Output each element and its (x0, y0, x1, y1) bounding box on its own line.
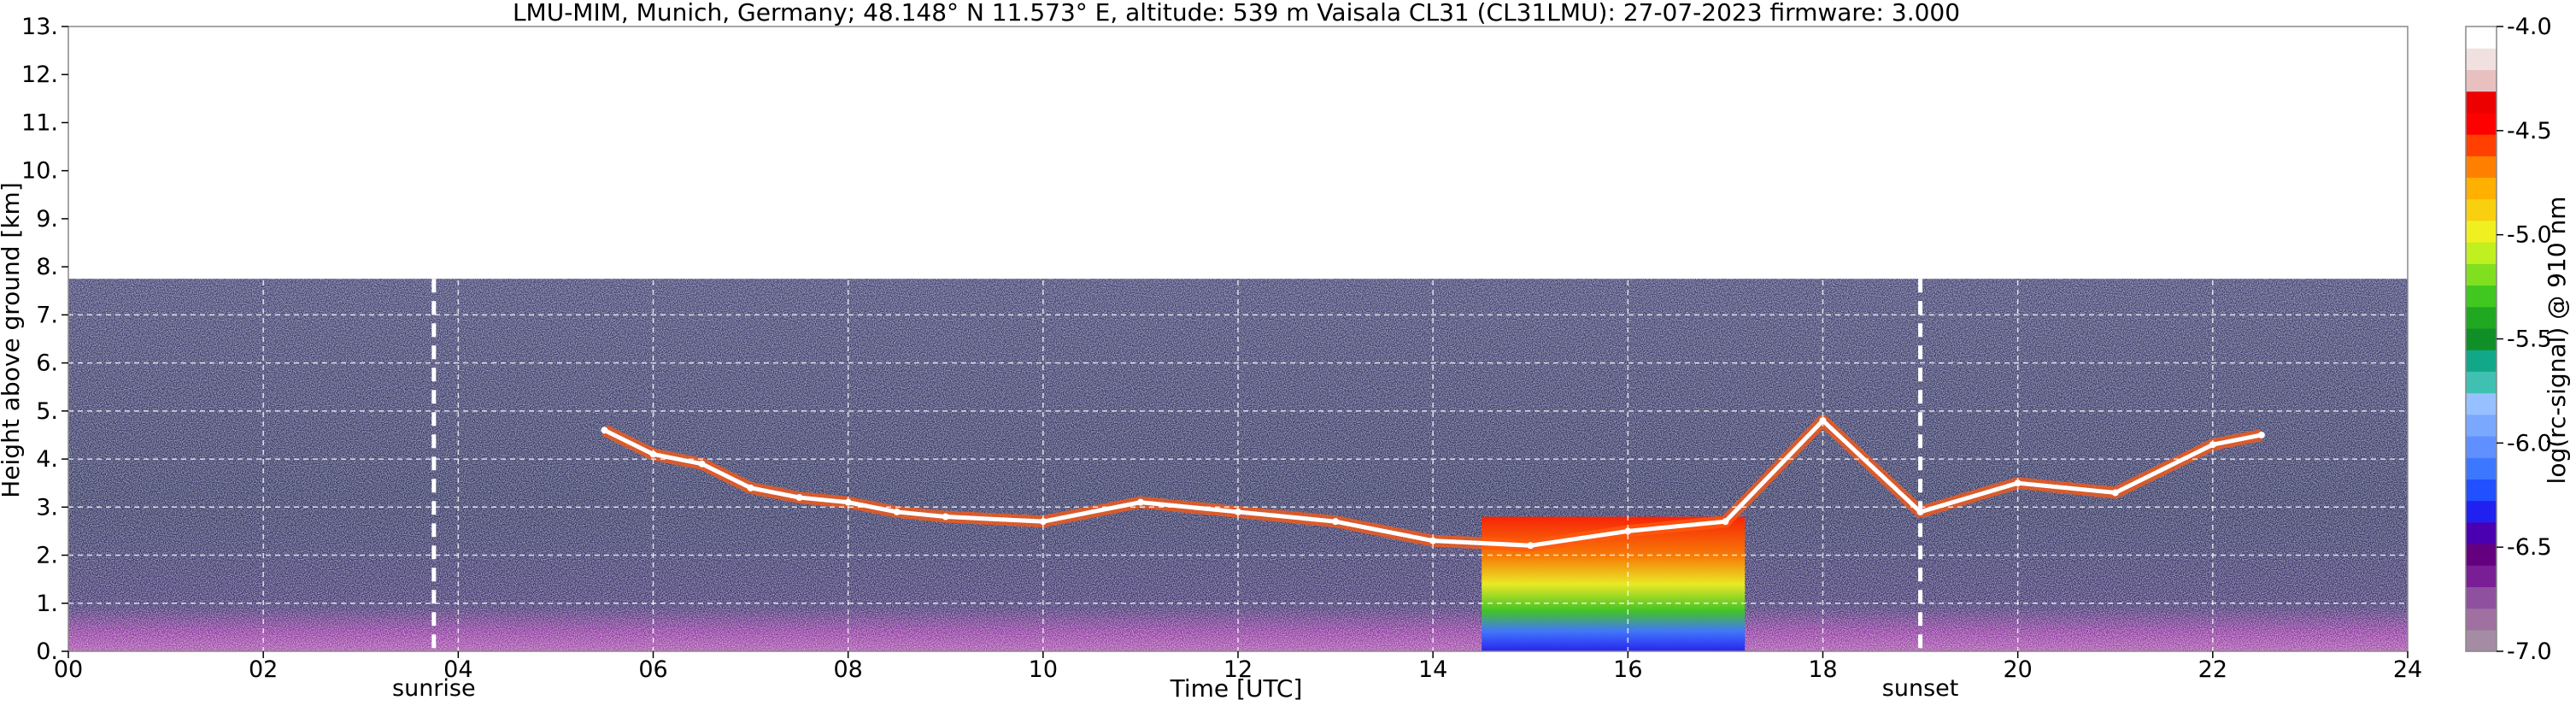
colorbar-tick-3: -5.5 (2507, 327, 2552, 353)
cloud-point-12 (1429, 537, 1437, 544)
colorbar-segment-10 (2466, 414, 2497, 437)
colorbar-segment-25 (2466, 91, 2497, 114)
x-tick-12: 24 (2393, 656, 2422, 683)
colorbar-segment-0 (2466, 629, 2497, 652)
y-axis-label: Height above ground [km] (0, 182, 25, 498)
x-tick-0: 00 (54, 656, 83, 683)
cloud-point-13 (1527, 542, 1534, 550)
cloud-point-8 (1039, 518, 1047, 526)
cloud-point-14 (1624, 527, 1632, 535)
plot-area: sunrise sunset 0. 1. 2. 3. 4. 5. 6. 7. 8. 9. 10. 11. 1… (21, 14, 2422, 702)
x-axis-label: Time [UTC] (1170, 674, 1303, 703)
x-tick-9: 18 (1808, 656, 1837, 683)
y-tick-0: 0. (36, 638, 58, 665)
cloud-point-5 (844, 498, 852, 506)
x-tick-2: 04 (443, 656, 472, 683)
cloud-point-19 (2111, 489, 2119, 497)
colorbar-segment-9 (2466, 435, 2497, 458)
colorbar-segment-3 (2466, 565, 2497, 587)
cloud-point-2 (698, 460, 706, 468)
cloud-point-6 (893, 508, 901, 515)
colorbar-segment-16 (2466, 285, 2497, 308)
cloud-point-11 (1332, 518, 1340, 526)
colorbar-segment-18 (2466, 242, 2497, 264)
colorbar-segment-22 (2466, 156, 2497, 179)
colorbar-segment-13 (2466, 350, 2497, 372)
colorbar-segment-5 (2466, 521, 2497, 544)
x-tick-7: 14 (1418, 656, 1447, 683)
colorbar: -4.0 -4.5 -5.0 -5.5 -6.0 -6.5 -7.0 (2465, 14, 2552, 665)
x-tick-10: 20 (2003, 656, 2032, 683)
colorbar-tick-6: -7.0 (2507, 638, 2552, 665)
x-tick-6: 12 (1223, 656, 1253, 683)
y-tick-1: 1. (36, 591, 58, 617)
colorbar-tick-1: -4.5 (2507, 118, 2552, 144)
y-tick-13: 13. (21, 14, 58, 40)
cloud-point-3 (747, 484, 754, 491)
x-tick-3: 06 (638, 656, 667, 683)
cloud-point-4 (795, 494, 803, 502)
y-tick-4: 4. (36, 446, 58, 473)
colorbar-segment-24 (2466, 112, 2497, 135)
colorbar-segment-27 (2466, 48, 2497, 71)
chart-title: LMU-MIM, Munich, Germany; 48.148° N 11.5… (513, 0, 1960, 26)
y-tick-7: 7. (36, 302, 58, 328)
y-tick-2: 2. (36, 543, 58, 569)
colorbar-segment-8 (2466, 457, 2497, 479)
cloud-point-16 (1819, 417, 1827, 425)
cloud-layer-line (603, 418, 2262, 548)
colorbar-tick-5: -6.5 (2507, 534, 2552, 561)
colorbar-segment-23 (2466, 134, 2497, 156)
y-tick-5: 5. (36, 398, 58, 425)
colorbar-segment-15 (2466, 306, 2497, 329)
x-tick-11: 22 (2198, 656, 2227, 683)
cloud-point-18 (2014, 479, 2021, 487)
colorbar-segment-14 (2466, 327, 2497, 350)
colorbar-segment-7 (2466, 479, 2497, 502)
colorbar-segment-19 (2466, 220, 2497, 243)
colorbar-tick-0: -4.0 (2507, 14, 2552, 40)
colorbar-segment-21 (2466, 177, 2497, 200)
sunrise-label: sunrise (392, 675, 476, 702)
y-tick-9: 9. (36, 206, 58, 232)
colorbar-segment-1 (2466, 608, 2497, 631)
x-tick-4: 08 (833, 656, 862, 683)
x-tick-1: 02 (249, 656, 278, 683)
cloud-point-21 (2257, 431, 2265, 438)
colorbar-segment-28 (2466, 26, 2497, 49)
colorbar-segment-17 (2466, 263, 2497, 286)
colorbar-segment-12 (2466, 371, 2497, 394)
sunset-label: sunset (1882, 675, 1959, 702)
cloud-point-15 (1722, 518, 1729, 526)
y-tick-6: 6. (36, 350, 58, 377)
cloud-point-9 (1136, 498, 1144, 506)
colorbar-segment-2 (2466, 586, 2497, 609)
colorbar-tick-4: -6.0 (2507, 430, 2552, 456)
cloud-point-10 (1235, 508, 1241, 515)
y-tick-3: 3. (36, 494, 58, 521)
colorbar-label: log(rc-signal) @ 910 nm (2543, 197, 2571, 485)
cloud-point-7 (942, 513, 949, 521)
colorbar-segment-26 (2466, 69, 2497, 92)
y-tick-10: 10. (21, 158, 58, 185)
x-tick-8: 16 (1613, 656, 1642, 683)
cloud-point-0 (601, 427, 608, 434)
colorbar-segment-11 (2466, 392, 2497, 415)
colorbar-tick-2: -5.0 (2507, 222, 2552, 249)
colorbar-segment-6 (2466, 500, 2497, 523)
colorbar-segment-20 (2466, 198, 2497, 221)
y-tick-11: 11. (21, 109, 58, 136)
y-tick-8: 8. (36, 254, 58, 280)
y-tick-12: 12. (21, 62, 58, 88)
colorbar-segment-4 (2466, 543, 2497, 566)
x-tick-5: 10 (1029, 656, 1058, 683)
